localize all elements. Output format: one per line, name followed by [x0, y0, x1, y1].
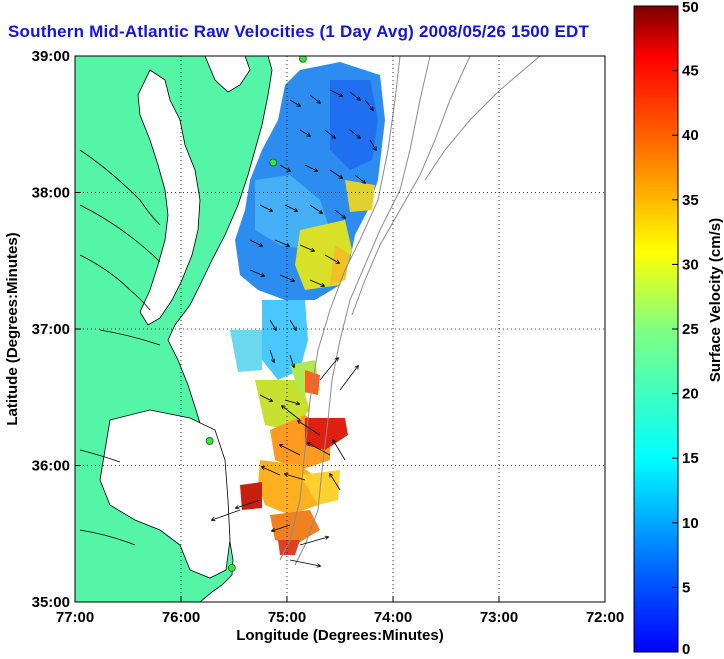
- velocity-arrows: [212, 89, 376, 566]
- colorbar-label: Surface Velocity (cm/s): [707, 218, 724, 382]
- station-marker: [205, 437, 214, 445]
- map-title: Southern Mid-Atlantic Raw Velocities (1 …: [8, 22, 590, 41]
- station-markers: [205, 56, 307, 572]
- colorbar-tick-label: 40: [682, 127, 699, 144]
- colorbar-tick-label: 45: [682, 63, 699, 80]
- colorbar-tick-label: 0: [682, 641, 690, 658]
- bay-water: [137, 69, 201, 326]
- y-tick-label: 35:00: [32, 594, 70, 611]
- y-tick-label: 39:00: [32, 48, 70, 65]
- colorbar-tick-label: 20: [682, 386, 699, 403]
- colorbar-tick-label: 5: [682, 579, 690, 596]
- colorbar-tick-label: 25: [682, 321, 699, 338]
- x-tick-label: 72:00: [586, 609, 624, 626]
- y-axis-label: Latitude (Degrees:Minutes): [4, 232, 21, 425]
- colorbar-tick-label: 50: [682, 0, 699, 16]
- y-tick-label: 37:00: [32, 321, 70, 338]
- x-tick-label: 74:00: [374, 609, 412, 626]
- x-tick-label: 73:00: [480, 609, 518, 626]
- colorbar-tick-label: 15: [682, 450, 699, 467]
- x-tick-label: 75:00: [268, 609, 306, 626]
- station-marker: [299, 56, 307, 63]
- y-axis: 39:00 38:00 37:00 36:00 35:00: [32, 48, 81, 611]
- station-marker: [269, 158, 278, 167]
- map-plot-area: [75, 56, 605, 602]
- colorbar-tick-label: 30: [682, 256, 699, 273]
- colorbar: [633, 5, 679, 653]
- x-axis: 77:00 76:00 75:00 74:00 73:00 72:00: [56, 596, 624, 626]
- y-tick-label: 36:00: [32, 458, 70, 475]
- map-grid: [75, 56, 605, 602]
- station-marker: [227, 563, 236, 572]
- bathymetry-contours: [279, 56, 541, 566]
- colorbar-tick-label: 35: [682, 192, 699, 209]
- x-tick-label: 77:00: [56, 609, 94, 626]
- x-axis-label: Longitude (Degrees:Minutes): [236, 627, 444, 644]
- y-tick-label: 38:00: [32, 185, 70, 202]
- x-tick-label: 76:00: [162, 609, 200, 626]
- velocity-field: [230, 62, 385, 555]
- colorbar-tick-label: 10: [682, 515, 699, 532]
